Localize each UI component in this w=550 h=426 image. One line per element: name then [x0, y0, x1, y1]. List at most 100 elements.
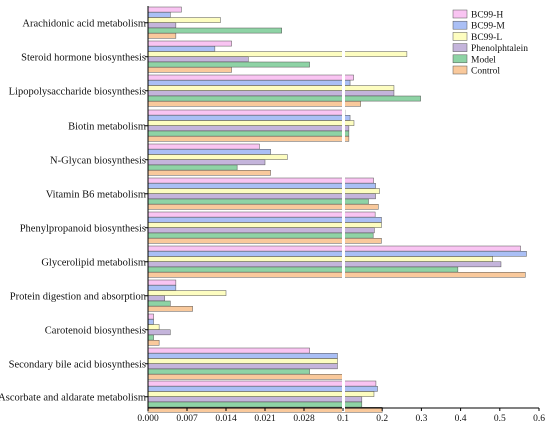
bar-vitamin-b6-metabolism-bc99-m: [147, 183, 376, 189]
x-tick-label: 0.1: [337, 414, 349, 424]
bar-protein-digestion-and-absorption-phenolphtalein: [147, 295, 165, 302]
bar-arachidonic-acid-metabolism-phenolphtalein: [147, 22, 177, 29]
legend-label-bc99-h: BC99-H: [471, 11, 503, 21]
legend-swatch-model: [452, 54, 468, 64]
bar-n-glycan-biosynthesis-bc99-h: [147, 143, 260, 150]
category-label: N-Glycan biosynthesis: [50, 155, 146, 166]
bar-glycerolipid-metabolism-control: [147, 272, 526, 278]
bar-protein-digestion-and-absorption-bc99-l: [147, 290, 227, 296]
category-label: Ascorbate and aldarate metabolism: [0, 392, 146, 403]
category-label: Protein digestion and absorption: [10, 291, 147, 302]
x-tick-label: 0.028: [293, 414, 315, 424]
bar-secondary-bile-acid-biosynthesis-bc99-h: [147, 347, 310, 354]
bar-secondary-bile-acid-biosynthesis-phenolphtalein: [147, 363, 338, 370]
bar-carotenoid-biosynthesis-bc99-h: [147, 313, 154, 320]
x-tick-label: 0.014: [215, 414, 237, 424]
axis-break: [342, 6, 345, 412]
bar-n-glycan-biosynthesis-control: [147, 170, 271, 176]
bar-lipopolysaccharide-biosynthesis-bc99-m: [147, 80, 351, 86]
legend-label-control: Control: [471, 67, 500, 77]
bar-arachidonic-acid-metabolism-bc99-h: [147, 6, 182, 13]
bar-secondary-bile-acid-biosynthesis-bc99-m: [147, 353, 338, 359]
bar-lipopolysaccharide-biosynthesis-bc99-h: [147, 74, 354, 81]
bar-steroid-hormone-biosynthesis-bc99-l: [147, 51, 408, 57]
bar-arachidonic-acid-metabolism-bc99-l: [147, 17, 221, 23]
bar-steroid-hormone-biosynthesis-bc99-m: [147, 46, 216, 52]
bar-lipopolysaccharide-biosynthesis-bc99-l: [147, 85, 395, 91]
bar-steroid-hormone-biosynthesis-bc99-h: [147, 40, 232, 47]
axis-break-gap: [342, 6, 345, 412]
bar-phenylpropanoid-biosynthesis-model: [147, 232, 374, 239]
bar-vitamin-b6-metabolism-model: [147, 198, 369, 205]
x-tick-label: 0.2: [376, 414, 388, 424]
bar-ascorbate-and-aldarate-metabolism-phenolphtalein: [147, 396, 363, 403]
bar-biotin-metabolism-bc99-h: [147, 109, 346, 116]
category-label: Vitamin B6 metabolism: [46, 189, 146, 200]
bar-n-glycan-biosynthesis-bc99-m: [147, 149, 271, 155]
bar-lipopolysaccharide-biosynthesis-control: [147, 101, 361, 107]
category-label: Carotenoid biosynthesis: [45, 325, 146, 336]
bar-protein-digestion-and-absorption-control: [147, 306, 193, 312]
bar-n-glycan-biosynthesis-model: [147, 164, 238, 171]
bar-phenylpropanoid-biosynthesis-control: [147, 238, 382, 244]
legend-swatch-bc99-h: [452, 9, 468, 19]
bar-carotenoid-biosynthesis-control: [147, 340, 160, 346]
bar-steroid-hormone-biosynthesis-phenolphtalein: [147, 56, 249, 63]
x-tick-label: 0.6: [533, 414, 545, 424]
x-tick-labels: 0.000 0.007 0.014 0.021 0.028 0.1 0.2 0.3 0.4 0.5…: [137, 408, 545, 424]
bar-n-glycan-biosynthesis-bc99-l: [147, 154, 288, 160]
category-label: Lipopolysaccharide biosynthesis: [9, 86, 146, 97]
bar-secondary-bile-acid-biosynthesis-bc99-l: [147, 358, 338, 364]
bar-steroid-hormone-biosynthesis-model: [147, 61, 310, 68]
bar-secondary-bile-acid-biosynthesis-control: [147, 374, 344, 380]
bar-glycerolipid-metabolism-bc99-m: [147, 251, 527, 257]
category-labels: Arachidonic acid metabolism Steroid hormo…: [0, 18, 147, 403]
legend-swatch-bc99-m: [452, 20, 468, 30]
legend-swatch-control: [452, 65, 468, 75]
bar-arachidonic-acid-metabolism-bc99-m: [147, 12, 171, 18]
bars-layer: [147, 6, 527, 413]
bar-biotin-metabolism-phenolphtalein: [147, 125, 350, 132]
category-label: Biotin metabolism: [68, 121, 146, 132]
bar-phenylpropanoid-biosynthesis-bc99-m: [147, 217, 382, 223]
bar-lipopolysaccharide-biosynthesis-phenolphtalein: [147, 90, 395, 97]
bar-phenylpropanoid-biosynthesis-bc99-h: [147, 211, 376, 218]
legend-label-bc99-l: BC99-L: [471, 33, 502, 43]
x-tick-label: 0.4: [455, 414, 467, 424]
bar-carotenoid-biosynthesis-bc99-l: [147, 324, 160, 330]
legend-label-bc99-m: BC99-M: [471, 22, 505, 32]
bar-glycerolipid-metabolism-phenolphtalein: [147, 261, 502, 268]
bar-vitamin-b6-metabolism-phenolphtalein: [147, 193, 376, 200]
bar-ascorbate-and-aldarate-metabolism-bc99-l: [147, 391, 375, 397]
bar-arachidonic-acid-metabolism-model: [147, 27, 282, 34]
bar-phenylpropanoid-biosynthesis-phenolphtalein: [147, 227, 375, 234]
x-tick-label: 0.021: [254, 414, 276, 424]
bar-protein-digestion-and-absorption-bc99-h: [147, 279, 177, 286]
bar-arachidonic-acid-metabolism-control: [147, 33, 177, 39]
bar-protein-digestion-and-absorption-bc99-m: [147, 285, 177, 291]
bar-glycerolipid-metabolism-bc99-h: [147, 245, 521, 252]
x-tick-label: 0.5: [494, 414, 506, 424]
bar-secondary-bile-acid-biosynthesis-model: [147, 368, 310, 375]
bar-carotenoid-biosynthesis-phenolphtalein: [147, 329, 171, 336]
category-label: Steroid hormone biosynthesis: [21, 52, 146, 63]
bar-ascorbate-and-aldarate-metabolism-bc99-h: [147, 380, 377, 387]
bar-carotenoid-biosynthesis-bc99-m: [147, 319, 154, 325]
category-label: Glycerolipid metabolism: [41, 257, 146, 268]
bar-protein-digestion-and-absorption-model: [147, 300, 171, 307]
legend-swatch-phenolphtalein: [452, 43, 468, 52]
bar-glycerolipid-metabolism-model: [147, 266, 459, 273]
legend-label-phenolphtalein: Phenolphtalein: [471, 44, 528, 54]
legend-label-model: Model: [471, 55, 496, 65]
bar-glycerolipid-metabolism-bc99-l: [147, 256, 493, 262]
x-tick-label: 0.3: [415, 414, 427, 424]
bar-biotin-metabolism-model: [147, 130, 350, 137]
bar-n-glycan-biosynthesis-phenolphtalein: [147, 159, 266, 166]
bar-steroid-hormone-biosynthesis-control: [147, 67, 232, 73]
bar-carotenoid-biosynthesis-model: [147, 334, 154, 341]
bar-phenylpropanoid-biosynthesis-bc99-l: [147, 222, 382, 228]
bar-ascorbate-and-aldarate-metabolism-model: [147, 401, 363, 408]
category-label: Phenylpropanoid biosynthesis: [20, 223, 146, 234]
